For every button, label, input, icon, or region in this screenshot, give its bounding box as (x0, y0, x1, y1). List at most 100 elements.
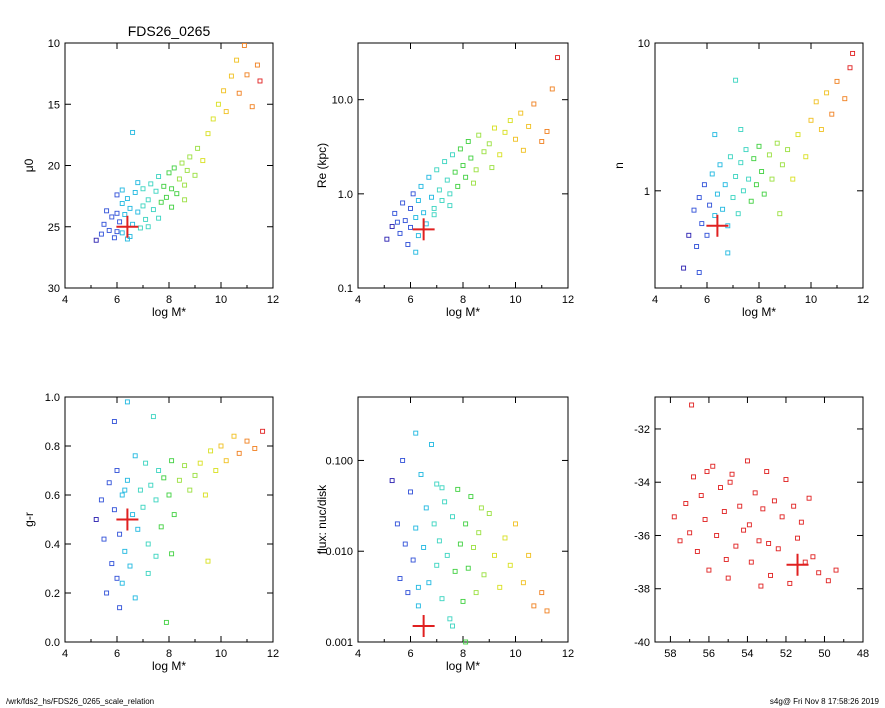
data-point (187, 154, 193, 160)
data-point (161, 183, 167, 189)
data-point (463, 521, 469, 527)
data-point (137, 225, 143, 231)
data-point (725, 250, 731, 256)
data-point (795, 535, 800, 541)
data-point (497, 584, 503, 590)
plot-frame (357, 42, 569, 289)
data-point (748, 198, 754, 204)
y-tick-label: 10 (638, 38, 650, 50)
data-point (777, 211, 783, 217)
data-point (114, 575, 120, 581)
data-point (733, 543, 739, 549)
data-point (257, 78, 263, 84)
data-point (465, 139, 471, 144)
data-point (169, 458, 175, 464)
data-point (122, 487, 128, 493)
data-point (104, 208, 110, 214)
data-point (756, 143, 762, 149)
data-point (179, 160, 185, 166)
data-point (169, 186, 175, 192)
data-point (842, 96, 848, 102)
data-point (714, 533, 720, 538)
y-tick-label: 25 (48, 222, 60, 234)
data-point (455, 183, 461, 189)
data-point (681, 265, 687, 271)
data-point (771, 498, 777, 504)
x-tick-label: 12 (857, 294, 869, 306)
data-point (93, 237, 99, 243)
x-tick-label: 10 (509, 648, 521, 660)
data-point (795, 132, 801, 138)
data-point (752, 490, 758, 496)
data-point (733, 174, 739, 179)
y-tick-label: -34 (634, 477, 650, 489)
x-tick-label: 54 (741, 648, 753, 660)
data-point (707, 202, 713, 208)
data-point (182, 182, 188, 188)
x-axis-label: log M* (446, 305, 480, 319)
data-point (117, 531, 123, 537)
data-point (473, 167, 479, 173)
data-point (434, 167, 440, 173)
x-tick-label: 10 (215, 294, 227, 306)
data-point (413, 215, 419, 221)
data-point (738, 160, 744, 166)
data-point (119, 580, 125, 586)
data-point (415, 603, 421, 609)
y-tick-label: 1.0 (45, 392, 60, 404)
data-point (429, 194, 434, 200)
data-point (450, 514, 455, 520)
plot-frame (357, 396, 569, 643)
data-point (677, 538, 683, 544)
data-point (431, 521, 437, 527)
data-point (182, 463, 188, 469)
y-tick-label: 10 (48, 38, 60, 50)
data-point (442, 499, 448, 505)
x-axis-label: log M* (742, 305, 776, 319)
data-point (439, 198, 445, 203)
data-point (740, 188, 746, 194)
data-point (520, 580, 526, 586)
x-tick-label: 12 (267, 294, 279, 306)
data-point (702, 517, 708, 522)
data-point (712, 213, 718, 219)
data-point (816, 570, 822, 576)
data-point (806, 495, 812, 501)
data-point (140, 203, 146, 209)
x-tick-label: 48 (857, 648, 869, 660)
x-tick-label: 4 (652, 294, 658, 306)
data-point (418, 183, 424, 189)
data-point (145, 224, 151, 230)
data-point (761, 191, 767, 197)
y-tick-label: -36 (634, 530, 650, 542)
data-point (774, 140, 780, 146)
data-point (418, 472, 424, 477)
data-point (442, 159, 448, 165)
data-point (130, 221, 136, 227)
data-point (486, 511, 492, 517)
data-point (455, 486, 461, 492)
data-point (471, 180, 476, 186)
data-point (223, 458, 229, 464)
data-point (135, 209, 141, 215)
y-tick-label: 0.8 (45, 441, 60, 453)
data-point (439, 485, 445, 491)
data-point (145, 197, 151, 203)
data-point (834, 78, 840, 84)
data-point (766, 152, 772, 158)
data-point (421, 545, 427, 550)
data-point (143, 460, 149, 466)
x-tick-label: 10 (509, 294, 521, 306)
data-point (397, 576, 403, 582)
data-point (833, 567, 839, 573)
y-tick-label: 0.4 (45, 539, 60, 551)
data-point (124, 477, 130, 483)
data-point (143, 216, 149, 222)
data-point (798, 519, 804, 525)
figure-title: FDS26_0265 (128, 23, 211, 39)
x-tick-label: 6 (704, 294, 710, 306)
data-point (122, 212, 128, 217)
y-tick-label: 0.1 (338, 283, 353, 295)
data-point (727, 479, 733, 485)
data-point (153, 188, 159, 194)
